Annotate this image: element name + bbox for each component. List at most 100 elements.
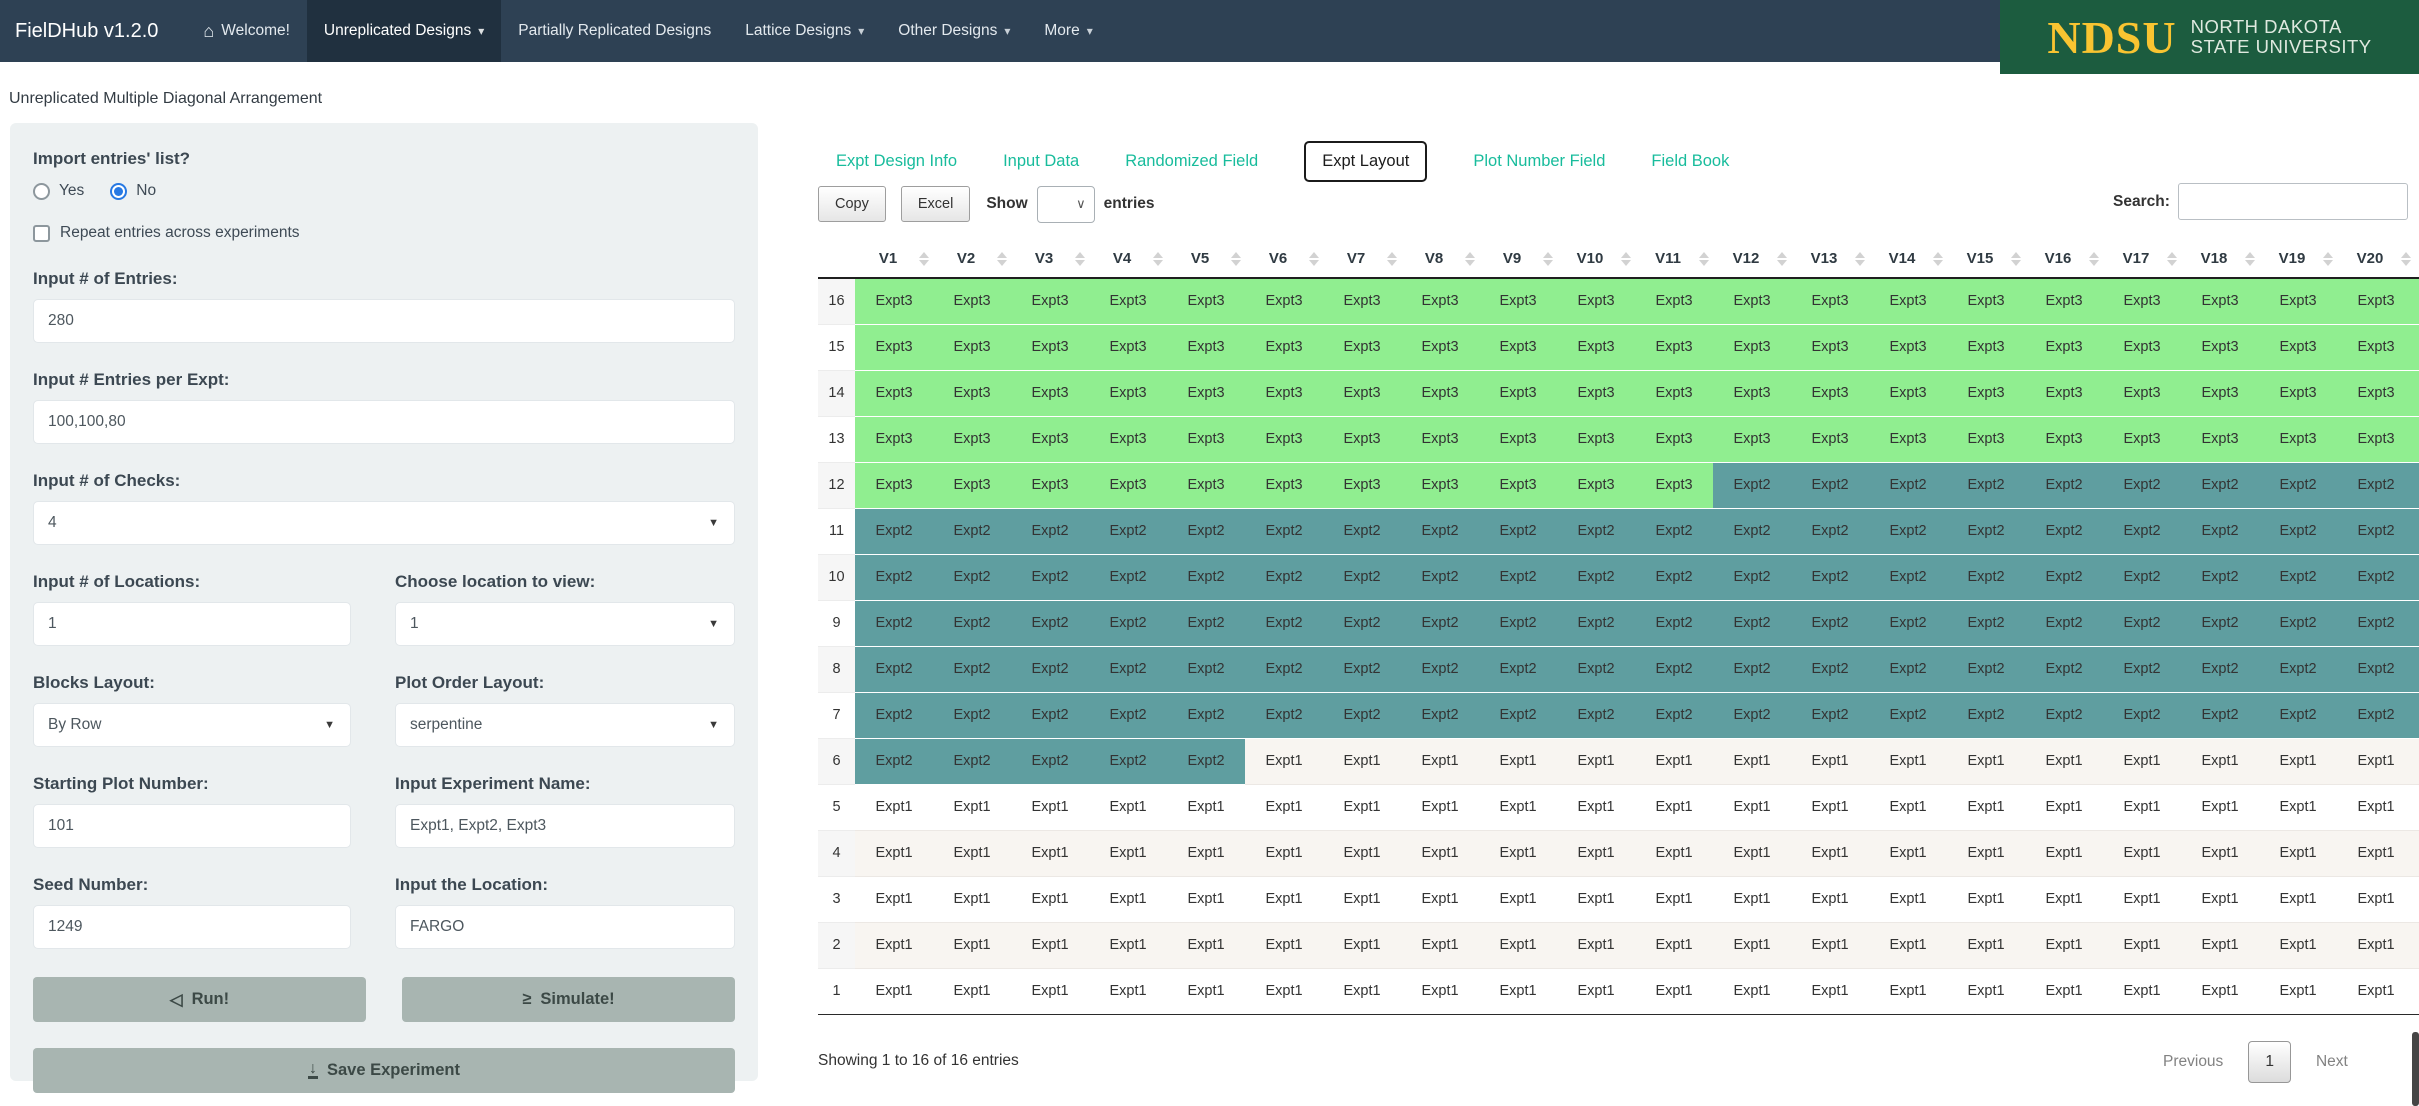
tab-input-data[interactable]: Input Data [1003,151,1080,170]
chevron-down-icon: ▾ [478,24,485,38]
plot-cell: Expt1 [1557,830,1635,877]
tab-expt-layout[interactable]: Expt Layout [1304,140,1428,182]
plot-cell: Expt2 [1167,554,1245,601]
column-header-v20[interactable]: V20 [2337,240,2415,279]
column-header-v1[interactable]: V1 [855,240,933,279]
plot-cell: Expt2 [2103,692,2181,739]
location-view-select[interactable]: 1 ▼ [395,602,735,646]
app-brand[interactable]: FielDHub v1.2.0 [15,19,159,42]
starting-plot-input[interactable] [33,804,351,848]
entries-count-label: Input # of Entries: [33,269,178,288]
plot-cell: Expt1 [1791,922,1869,969]
simulate-button[interactable]: ≥ Simulate! [402,977,735,1022]
entries-per-expt-input[interactable] [33,400,735,444]
plot-cell: Expt1 [1791,968,1869,1015]
radio-yes[interactable]: Yes [33,182,84,200]
previous-page-button[interactable]: Previous [2163,1053,2224,1070]
column-header-v4[interactable]: V4 [1089,240,1167,279]
plot-cell: Expt2 [1947,600,2025,647]
plot-cell: Expt3 [1869,278,1947,325]
nav-item-partially-replicated-designs[interactable]: Partially Replicated Designs [501,0,728,62]
column-header-v10[interactable]: V10 [1557,240,1635,279]
column-header-v6[interactable]: V6 [1245,240,1323,279]
blocks-layout-select[interactable]: By Row ▼ [33,703,351,747]
plot-cell: Expt3 [2025,278,2103,325]
nav-item-more[interactable]: More ▾ [1027,0,1109,62]
sort-icon [1621,251,1631,266]
plot-cell: Expt3 [1245,370,1323,417]
column-header-v11[interactable]: V11 [1635,240,1713,279]
save-experiment-button[interactable]: ↓ Save Experiment [33,1048,735,1093]
column-header-v2[interactable]: V2 [933,240,1011,279]
plot-cell: Expt1 [1479,738,1557,785]
nav-item-other-designs[interactable]: Other Designs ▾ [881,0,1027,62]
table-row: 2 Expt1 Expt1 Expt1 Expt1 Expt1 Expt1 Expt1 Expt… [818,922,2419,969]
nav-item-label: Welcome! [221,22,290,39]
search-input[interactable] [2177,183,2408,220]
column-header-v3[interactable]: V3 [1011,240,1089,279]
plot-cell: Expt2 [855,692,933,739]
scrollbar-thumb[interactable] [2412,1032,2419,1106]
caret-down-icon: ▼ [708,517,719,529]
plot-cell: Expt2 [1947,646,2025,693]
locations-count-input[interactable] [33,602,351,646]
excel-button[interactable]: Excel [900,185,971,223]
copy-button[interactable]: Copy [818,185,886,223]
experiment-name-input[interactable] [395,804,735,848]
column-header-v15[interactable]: V15 [1947,240,2025,279]
plot-cell: Expt2 [933,646,1011,693]
column-header-v17[interactable]: V17 [2103,240,2181,279]
column-header-v7[interactable]: V7 [1323,240,1401,279]
tab-plot-number-field[interactable]: Plot Number Field [1473,151,1606,170]
column-header-v12[interactable]: V12 [1713,240,1791,279]
plot-cell: Expt3 [1401,324,1479,371]
plot-cell: Expt3 [1713,370,1791,417]
plot-cell: Expt1 [1557,968,1635,1015]
column-header-v8[interactable]: V8 [1401,240,1479,279]
column-header-v5[interactable]: V5 [1167,240,1245,279]
plot-cell: Expt3 [2337,324,2415,371]
nav-item-welcome[interactable]: ⌂ Welcome! [186,0,307,62]
plot-cell: Expt3 [1479,416,1557,463]
current-page-button[interactable]: 1 [2248,1041,2291,1083]
plot-cell: Expt3 [1791,278,1869,325]
column-header-v16[interactable]: V16 [2025,240,2103,279]
plot-cell: Expt2 [1791,462,1869,509]
tab-expt-design-info[interactable]: Expt Design Info [836,151,958,170]
column-header-v14[interactable]: V14 [1869,240,1947,279]
plot-cell: Expt1 [1635,968,1713,1015]
nav-item-unreplicated-designs[interactable]: Unreplicated Designs ▾ [306,0,502,62]
column-header-v18[interactable]: V18 [2181,240,2259,279]
page-length-select[interactable]: ∨ [1036,185,1095,223]
plot-cell: Expt3 [1089,462,1167,509]
plot-cell: Expt2 [1869,462,1947,509]
seed-number-input[interactable] [33,905,351,949]
location-name-input[interactable] [395,905,735,949]
show-label: Show [986,195,1028,212]
column-header-v19[interactable]: V19 [2259,240,2337,279]
next-page-button[interactable]: Next [2315,1053,2348,1070]
plot-cell: Expt1 [2337,968,2415,1015]
plot-cell: Expt3 [1089,370,1167,417]
entries-label: entries [1103,195,1155,212]
plot-cell: Expt2 [1323,508,1401,555]
plot-order-select[interactable]: serpentine ▼ [395,703,735,747]
column-header-v9[interactable]: V9 [1479,240,1557,279]
plot-cell: Expt2 [2181,692,2259,739]
checks-count-select[interactable]: 4 ▼ [33,501,735,545]
run-button[interactable]: ◁ Run! [33,977,366,1022]
location-name-label: Input the Location: [395,875,548,894]
nav-item-lattice-designs[interactable]: Lattice Designs ▾ [728,0,881,62]
column-header-v13[interactable]: V13 [1791,240,1869,279]
plot-cell: Expt3 [2259,416,2337,463]
plot-cell: Expt3 [1557,324,1635,371]
plot-cell: Expt3 [1167,416,1245,463]
plot-cell: Expt1 [1557,922,1635,969]
repeat-entries-checkbox[interactable]: Repeat entries across experiments [33,224,735,242]
radio-no[interactable]: No [110,182,156,200]
plot-cell: Expt2 [1635,646,1713,693]
tab-field-book[interactable]: Field Book [1651,151,1730,170]
plot-cell: Expt3 [2337,278,2415,325]
tab-randomized-field[interactable]: Randomized Field [1125,151,1259,170]
entries-count-input[interactable] [33,299,735,343]
